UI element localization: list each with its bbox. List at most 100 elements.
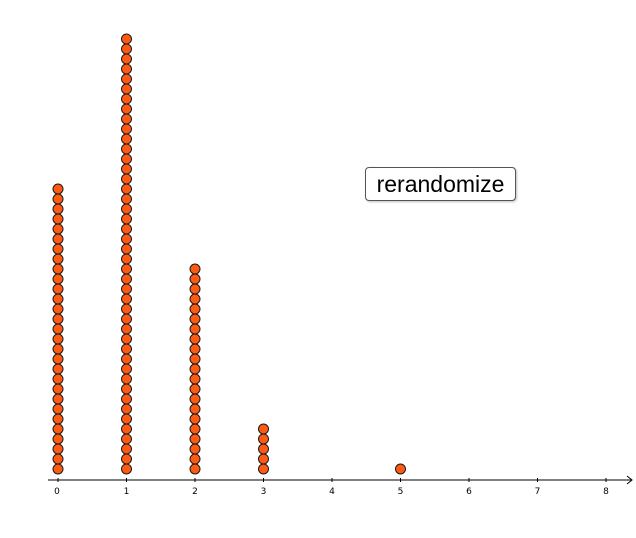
data-dot [121, 43, 132, 55]
data-dot [189, 273, 201, 285]
data-dot [189, 413, 201, 425]
rerandomize-button[interactable]: rerandomize [365, 167, 516, 201]
data-dot [121, 163, 132, 175]
x-tick-label: 2 [192, 487, 198, 497]
data-dot [189, 303, 201, 315]
data-dot [121, 203, 132, 215]
data-dot [52, 293, 64, 305]
data-dot [121, 153, 132, 165]
data-dot [52, 243, 64, 255]
data-dot [52, 423, 64, 435]
x-axis-ticks: 0 1 2 3 4 5 6 7 8 [54, 478, 609, 497]
x-axis-arrow [626, 475, 633, 485]
data-dot [52, 413, 64, 425]
x-tick-label: 0 [54, 487, 60, 497]
data-dot [121, 53, 132, 65]
data-dot [121, 73, 132, 85]
data-dot [52, 393, 64, 405]
data-dot [52, 323, 64, 335]
data-dot [121, 453, 132, 465]
data-dot [121, 383, 132, 395]
data-dot [189, 353, 201, 365]
data-dot [189, 393, 201, 405]
data-dot [52, 363, 64, 375]
data-dot [189, 443, 201, 455]
data-dot [52, 383, 64, 395]
data-dot [189, 333, 201, 345]
data-dot [52, 353, 64, 365]
data-dot [121, 253, 132, 265]
data-dot [121, 193, 132, 205]
data-dot [189, 263, 201, 275]
data-dot [121, 233, 132, 245]
data-dot [52, 463, 64, 475]
data-dot [189, 453, 201, 465]
data-dot [52, 403, 64, 415]
data-dot [121, 443, 132, 455]
data-dot [52, 283, 64, 295]
x-tick-label: 7 [535, 487, 541, 497]
data-dot [121, 413, 132, 425]
data-dot [52, 313, 64, 325]
data-dot [121, 423, 132, 435]
data-dot [121, 103, 132, 115]
data-dot [189, 323, 201, 335]
data-dot [121, 403, 132, 415]
data-dot [121, 243, 132, 255]
data-dot [258, 423, 269, 435]
data-dot [121, 143, 132, 155]
x-tick-label: 5 [398, 487, 404, 497]
data-dot [121, 313, 132, 325]
data-dot [121, 363, 132, 375]
data-dot [258, 443, 269, 455]
data-dot [189, 283, 201, 295]
data-dot [258, 463, 269, 475]
data-dot [52, 373, 64, 385]
data-dot [395, 463, 406, 475]
data-dot [52, 233, 64, 245]
data-dot [121, 323, 132, 335]
data-dot [121, 273, 132, 285]
data-dot [258, 433, 269, 445]
data-dot [52, 273, 64, 285]
data-dot [121, 183, 132, 195]
data-dot [121, 353, 132, 365]
data-dot [189, 363, 201, 375]
data-dot [121, 173, 132, 185]
data-dot [121, 303, 132, 315]
data-dot [121, 113, 132, 125]
data-dot [52, 343, 64, 355]
data-dot [189, 313, 201, 325]
data-dot [52, 223, 64, 235]
data-dot [52, 433, 64, 445]
data-dot [121, 463, 132, 475]
data-dot [189, 423, 201, 435]
data-dot [189, 293, 201, 305]
data-dot [121, 333, 132, 345]
data-dot [121, 123, 132, 135]
data-dot [121, 133, 132, 145]
data-dot [52, 443, 64, 455]
data-dot [189, 383, 201, 395]
data-dot [121, 63, 132, 75]
data-dot [52, 303, 64, 315]
data-dot [189, 373, 201, 385]
data-dot [121, 213, 132, 225]
data-dot [258, 453, 269, 465]
data-dot [189, 463, 201, 475]
data-dot [121, 83, 132, 95]
data-dot [121, 93, 132, 105]
data-dot [121, 373, 132, 385]
data-dot [189, 433, 201, 445]
data-dot [121, 283, 132, 295]
data-dot [52, 253, 64, 265]
data-dot [121, 393, 132, 405]
data-dot [52, 203, 64, 215]
data-dot [52, 453, 64, 465]
x-tick-label: 8 [603, 487, 609, 497]
data-dot [121, 293, 132, 305]
data-dot [121, 33, 132, 45]
data-dot [52, 193, 64, 205]
x-tick-label: 1 [124, 487, 130, 497]
